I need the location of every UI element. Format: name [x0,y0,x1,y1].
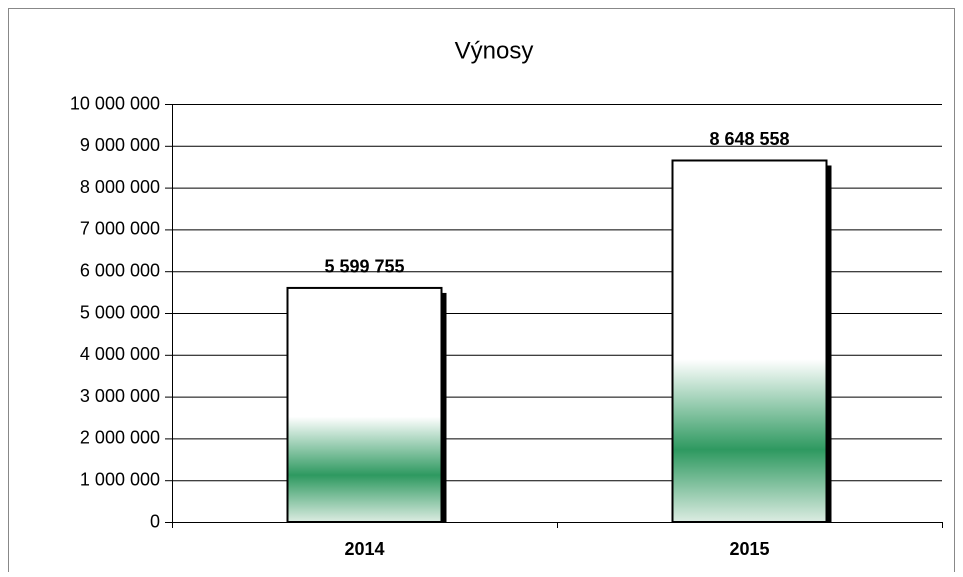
y-tick-label: 1 000 000 [80,469,160,489]
bar [671,159,828,524]
value-label: 5 599 755 [324,257,404,277]
value-label: 8 648 558 [709,129,789,149]
y-tick-label: 6 000 000 [80,260,160,280]
y-tick-label: 4 000 000 [80,344,160,364]
x-tick-label: 2015 [729,539,769,559]
y-tick-label: 0 [150,511,160,531]
y-tick-label: 5 000 000 [80,302,160,322]
bar [286,286,443,523]
chart-title: Výnosy [455,37,534,64]
y-tick-label: 2 000 000 [80,428,160,448]
y-tick-label: 8 000 000 [80,177,160,197]
y-tick-label: 3 000 000 [80,386,160,406]
y-tick-label: 7 000 000 [80,219,160,239]
x-tick-label: 2014 [344,539,384,559]
y-tick-label: 10 000 000 [70,93,160,113]
y-tick-label: 9 000 000 [80,135,160,155]
